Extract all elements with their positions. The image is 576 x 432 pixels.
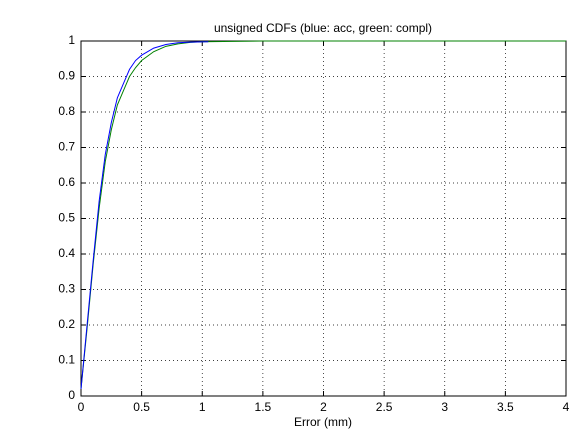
data-line [80, 41, 209, 389]
x-tick-label: 0 [78, 400, 85, 414]
x-tick-label: 1 [199, 400, 206, 414]
y-tick-label: 0.7 [58, 140, 75, 154]
y-tick-label: 0.4 [58, 246, 75, 260]
y-tick-label: 0 [68, 388, 75, 402]
x-tick-label: 2.5 [376, 400, 393, 414]
data-line [80, 40, 566, 389]
x-tick-label: 2 [320, 400, 327, 414]
x-tick-label: 3 [441, 400, 448, 414]
x-tick-label: 1.5 [255, 400, 272, 414]
y-tick-label: 0.1 [58, 353, 75, 367]
y-tick-label: 1 [68, 33, 75, 47]
y-tick-label: 0.3 [58, 282, 75, 296]
y-tick-label: 0.9 [58, 69, 75, 83]
x-tick-label: 0.5 [133, 400, 150, 414]
y-tick-label: 0.2 [58, 317, 75, 331]
x-axis-label: Error (mm) [294, 415, 352, 429]
y-tick-label: 0.8 [58, 104, 75, 118]
x-tick-label: 4 [563, 400, 570, 414]
x-tick-label: 3.5 [497, 400, 514, 414]
chart-title: unsigned CDFs (blue: acc, green: compl) [214, 21, 432, 35]
y-tick-label: 0.6 [58, 175, 75, 189]
y-tick-label: 0.5 [58, 211, 75, 225]
